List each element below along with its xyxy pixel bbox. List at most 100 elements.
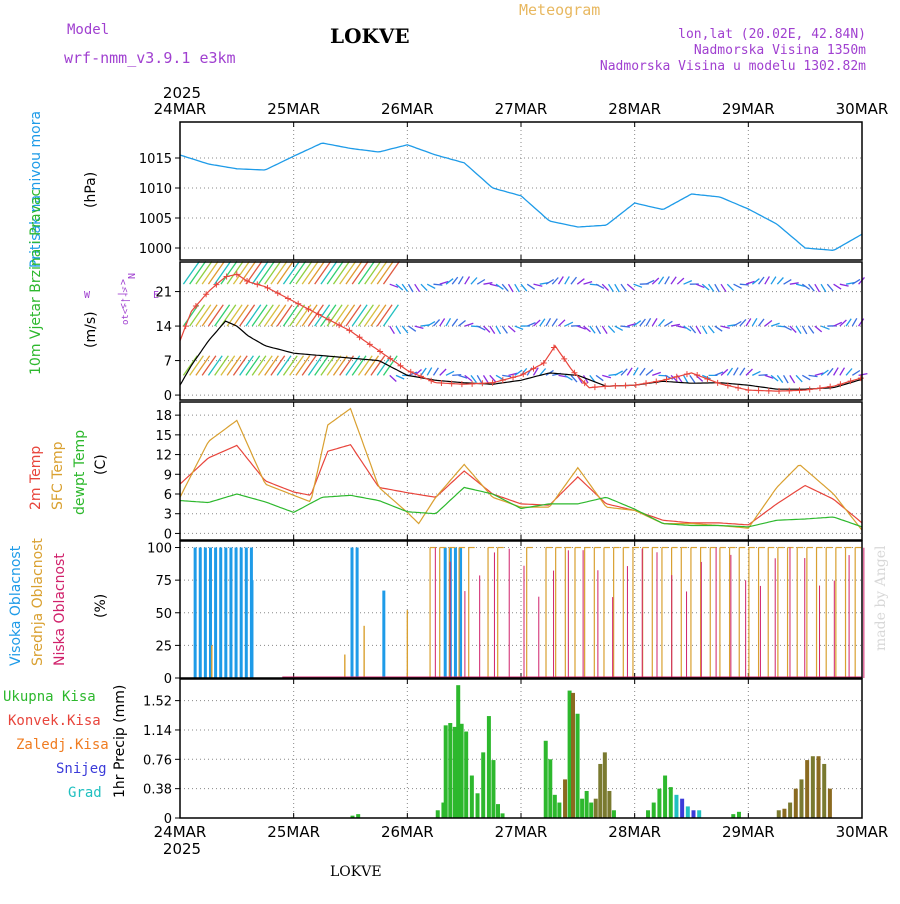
- wind-barb: [440, 319, 445, 327]
- wind-barb: [458, 321, 465, 327]
- precip-bar: [686, 806, 690, 818]
- precip-bar: [571, 693, 575, 818]
- precip-bar: [794, 789, 798, 818]
- wind-barb: [508, 284, 513, 292]
- high-cloud-bar: [454, 548, 457, 678]
- wind-barb: [696, 326, 701, 334]
- wind-barb: [665, 321, 673, 326]
- high-cloud-bar: [194, 548, 197, 678]
- wind-barb: [340, 305, 355, 326]
- cloud-ytick-label: 50: [155, 607, 172, 622]
- high-cloud-bar: [240, 548, 243, 678]
- wind-gust-marker: [653, 378, 659, 384]
- precip-bar: [652, 803, 656, 818]
- wind-barb: [371, 305, 386, 326]
- wind-barb: [727, 284, 733, 290]
- wind-barb: [315, 305, 330, 326]
- precip-bar: [487, 716, 491, 818]
- cloud-ytick-label: 100: [147, 542, 172, 557]
- wind-barb: [596, 326, 600, 334]
- wind-barb: [452, 277, 457, 284]
- precip-bar: [491, 760, 495, 818]
- precip-bar: [663, 776, 667, 818]
- temp-ytick-label: 18: [155, 409, 172, 424]
- wind-barb: [846, 319, 851, 326]
- high-cloud-bar: [356, 548, 359, 678]
- wind-barb: [496, 326, 501, 334]
- wind-barb: [590, 326, 595, 333]
- wind-barb: [552, 278, 558, 285]
- wind-barb: [333, 356, 347, 376]
- high-cloud-bar: [444, 548, 447, 678]
- precip-ytick-label: 1.52: [143, 695, 172, 710]
- precip-bar: [436, 810, 440, 818]
- wind-barb: [690, 375, 695, 382]
- wind-barb: [796, 326, 801, 334]
- wind-barb: [483, 375, 488, 383]
- wind-barb: [646, 370, 653, 376]
- bottom-year-label: 2025: [163, 840, 201, 858]
- high-cloud-bar: [199, 548, 202, 678]
- top-xtick-label: 26MAR: [381, 100, 434, 118]
- wind-barb: [659, 277, 664, 284]
- wind-gust-marker: [633, 382, 639, 388]
- cloud-ytick-label: 25: [155, 639, 172, 654]
- precip-bar: [563, 779, 567, 818]
- altitude-label: Nadmorska Visina 1350m: [694, 43, 866, 58]
- temp-ytick-label: 9: [164, 468, 172, 483]
- wind-barb: [477, 375, 482, 383]
- wind-barb: [821, 284, 826, 292]
- wind-barb: [446, 318, 451, 326]
- precip-bar: [548, 759, 552, 818]
- bottom-xtick-label: 29MAR: [722, 823, 775, 841]
- bottom-xtick-label: 28MAR: [608, 823, 661, 841]
- wind-barb: [352, 305, 367, 326]
- wind-legend-w: W: [84, 290, 91, 301]
- wind-barb: [302, 356, 316, 376]
- wind-barb: [809, 284, 815, 291]
- precip-ylabel: 1hr Precip (mm): [112, 685, 128, 798]
- wind-barb: [659, 319, 665, 326]
- high-cloud-bar: [219, 548, 222, 678]
- precip-bar: [692, 810, 696, 818]
- wind-barb: [421, 368, 426, 375]
- wind-barb: [202, 305, 217, 326]
- precip-grid: 00.380.761.141.52: [143, 679, 862, 827]
- meteogram-title: Meteogram: [519, 1, 600, 19]
- wind-barb: [277, 356, 291, 376]
- wind-barb: [690, 326, 696, 333]
- credit-label: made by Angel: [873, 545, 889, 651]
- wind-barbs: [183, 261, 867, 383]
- wind-gust-marker: [346, 327, 352, 333]
- precip-bar: [553, 795, 557, 818]
- wind-barb: [740, 368, 745, 375]
- precip-bar: [568, 691, 572, 818]
- bottom-xtick-label: 30MAR: [836, 823, 889, 841]
- model-label: Model: [67, 22, 109, 38]
- wind-barb: [415, 284, 420, 292]
- wind-barb: [559, 277, 564, 285]
- precip-bar: [612, 810, 616, 818]
- top-xtick-label: 29MAR: [722, 100, 775, 118]
- wind-barb: [646, 318, 651, 326]
- high-cloud-bar: [235, 548, 238, 678]
- wind-barb: [458, 276, 463, 284]
- wind-ytick-label: 7: [164, 355, 172, 370]
- temp-ylabel: (C): [93, 454, 109, 475]
- wind-barb: [227, 356, 241, 376]
- wind-barb: [508, 326, 515, 332]
- wind-barb: [715, 284, 719, 292]
- mid-cloud-title: Srednja Oblacnost: [30, 538, 46, 666]
- wind-barb: [246, 356, 260, 376]
- high-cloud-bar: [224, 548, 227, 678]
- precip-bar: [580, 799, 584, 818]
- panels: 24MAR24MAR25MAR25MAR26MAR26MAR27MAR27MAR…: [139, 84, 888, 858]
- high-cloud-bar: [245, 548, 248, 678]
- wind-barb: [240, 305, 255, 326]
- wind-barb: [265, 356, 279, 376]
- sfctemp-title: SFC Temp: [50, 441, 66, 510]
- precip-bar: [453, 727, 457, 818]
- pressure-ytick-label: 1015: [139, 152, 172, 167]
